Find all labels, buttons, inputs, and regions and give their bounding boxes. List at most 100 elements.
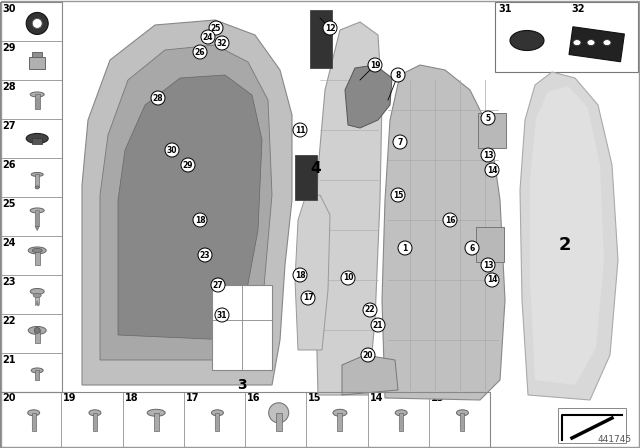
Circle shape bbox=[269, 403, 289, 423]
Ellipse shape bbox=[31, 172, 43, 177]
Ellipse shape bbox=[30, 289, 44, 294]
Bar bbox=[0, 275, 62, 314]
Bar bbox=[245, 392, 307, 448]
Bar bbox=[0, 119, 62, 158]
Bar bbox=[35, 331, 40, 344]
Ellipse shape bbox=[33, 293, 41, 297]
Text: 19: 19 bbox=[63, 393, 77, 403]
Circle shape bbox=[368, 58, 382, 72]
Bar bbox=[35, 95, 40, 109]
Text: 6: 6 bbox=[469, 244, 475, 253]
Ellipse shape bbox=[32, 249, 42, 253]
Bar bbox=[32, 413, 36, 431]
Bar bbox=[460, 413, 465, 431]
Ellipse shape bbox=[31, 368, 43, 373]
Ellipse shape bbox=[395, 410, 407, 416]
Text: 13: 13 bbox=[483, 151, 493, 159]
Text: 15: 15 bbox=[393, 190, 403, 199]
Text: 19: 19 bbox=[370, 60, 380, 69]
Bar bbox=[558, 408, 626, 443]
Circle shape bbox=[215, 308, 229, 322]
Circle shape bbox=[371, 318, 385, 332]
Text: 16: 16 bbox=[247, 393, 260, 403]
Circle shape bbox=[481, 258, 495, 272]
Bar bbox=[154, 413, 159, 431]
Polygon shape bbox=[520, 72, 618, 400]
Circle shape bbox=[443, 213, 457, 227]
Polygon shape bbox=[100, 45, 272, 360]
Ellipse shape bbox=[510, 30, 544, 51]
Text: 32: 32 bbox=[217, 39, 227, 47]
Text: 28: 28 bbox=[153, 94, 163, 103]
Ellipse shape bbox=[587, 39, 595, 46]
Circle shape bbox=[151, 91, 165, 105]
Circle shape bbox=[165, 143, 179, 157]
Text: 441745: 441745 bbox=[598, 435, 632, 444]
Circle shape bbox=[361, 348, 375, 362]
Circle shape bbox=[211, 278, 225, 292]
Bar bbox=[212, 285, 272, 370]
Circle shape bbox=[391, 188, 405, 202]
Text: 32: 32 bbox=[571, 4, 584, 14]
Text: 25: 25 bbox=[211, 23, 221, 33]
Bar bbox=[337, 413, 342, 431]
Circle shape bbox=[34, 327, 40, 333]
Bar bbox=[35, 370, 39, 380]
Text: 22: 22 bbox=[365, 306, 375, 314]
Text: 21: 21 bbox=[372, 320, 383, 329]
Text: 14: 14 bbox=[487, 276, 497, 284]
Ellipse shape bbox=[211, 410, 223, 416]
Bar bbox=[0, 314, 62, 353]
Bar bbox=[495, 2, 638, 72]
Text: 8: 8 bbox=[396, 70, 401, 79]
Circle shape bbox=[215, 36, 229, 50]
Ellipse shape bbox=[147, 409, 165, 416]
Text: 18: 18 bbox=[195, 215, 205, 224]
Circle shape bbox=[201, 30, 215, 44]
Circle shape bbox=[301, 291, 315, 305]
Text: 26: 26 bbox=[195, 47, 205, 56]
Bar bbox=[276, 413, 282, 431]
Text: 22: 22 bbox=[2, 316, 15, 326]
Circle shape bbox=[198, 248, 212, 262]
Bar bbox=[184, 392, 245, 448]
Ellipse shape bbox=[26, 134, 48, 143]
Text: 12: 12 bbox=[324, 23, 335, 33]
Text: 24: 24 bbox=[203, 33, 213, 42]
Polygon shape bbox=[345, 65, 392, 128]
Text: 7: 7 bbox=[397, 138, 403, 146]
Bar bbox=[0, 392, 490, 448]
Bar bbox=[0, 80, 62, 119]
Bar bbox=[29, 57, 45, 69]
Bar bbox=[0, 236, 62, 275]
Ellipse shape bbox=[603, 39, 611, 46]
Text: 16: 16 bbox=[445, 215, 455, 224]
Bar bbox=[476, 227, 504, 262]
Circle shape bbox=[293, 268, 307, 282]
Bar bbox=[478, 113, 506, 148]
Polygon shape bbox=[315, 22, 382, 395]
Bar bbox=[35, 250, 40, 266]
Text: 31: 31 bbox=[217, 310, 227, 319]
Circle shape bbox=[193, 45, 207, 59]
Text: 27: 27 bbox=[2, 121, 15, 131]
Bar bbox=[35, 174, 39, 187]
Bar bbox=[0, 158, 62, 197]
Ellipse shape bbox=[456, 410, 468, 416]
Text: 11: 11 bbox=[295, 125, 305, 134]
Text: 18: 18 bbox=[294, 271, 305, 280]
Polygon shape bbox=[118, 75, 262, 340]
Text: 26: 26 bbox=[2, 160, 15, 170]
Bar bbox=[295, 155, 317, 200]
Bar bbox=[429, 392, 490, 448]
Text: 24: 24 bbox=[2, 238, 15, 248]
Circle shape bbox=[391, 68, 405, 82]
Bar bbox=[569, 27, 625, 62]
Text: 13: 13 bbox=[431, 393, 444, 403]
Bar bbox=[35, 295, 39, 305]
Text: 20: 20 bbox=[2, 393, 15, 403]
Text: 30: 30 bbox=[167, 146, 177, 155]
Ellipse shape bbox=[89, 410, 101, 416]
Text: 29: 29 bbox=[183, 160, 193, 169]
Bar bbox=[0, 2, 62, 41]
